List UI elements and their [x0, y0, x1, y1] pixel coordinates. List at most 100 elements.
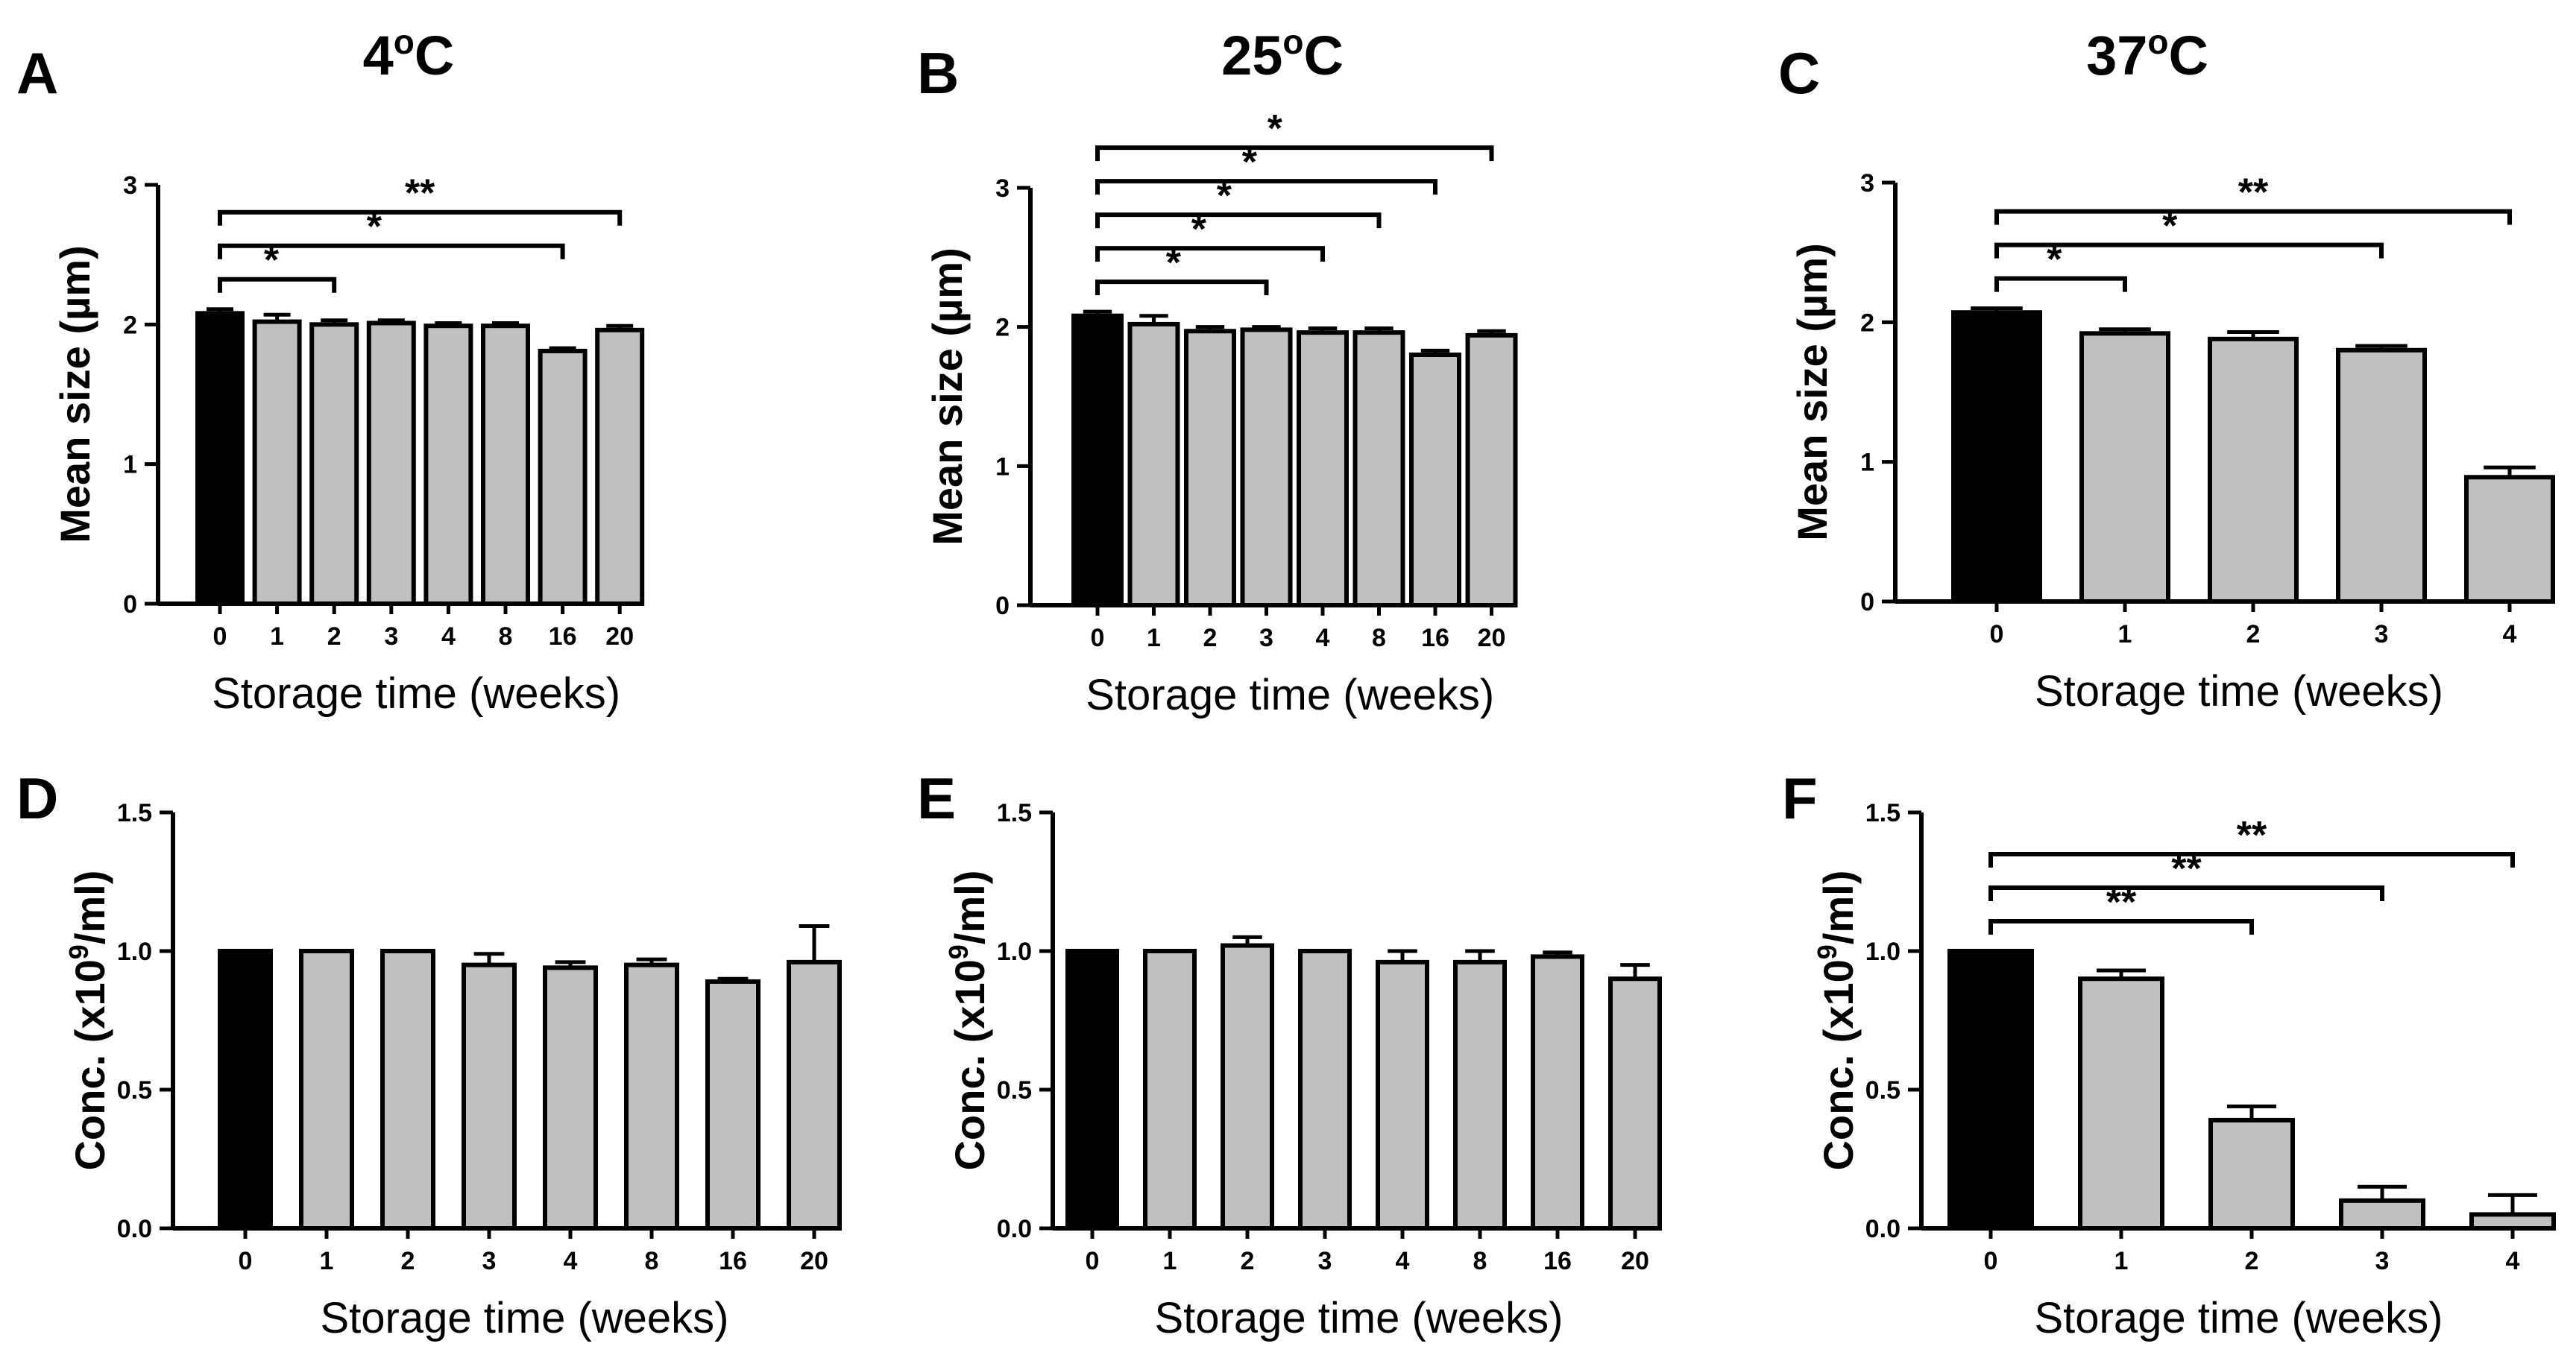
y-label-text: Conc. (x10	[946, 959, 993, 1170]
bar	[1221, 943, 1274, 1231]
y-label-superscript: 9	[943, 944, 974, 959]
title-value: 37	[2086, 25, 2147, 86]
y-tick-label: 3	[123, 171, 137, 200]
significance-bracket	[1988, 852, 2515, 868]
panel-letter: B	[917, 40, 959, 106]
x-tick-label: 8	[499, 622, 513, 651]
x-tick-label: 2	[1241, 1247, 1255, 1275]
significance-bracket	[218, 277, 337, 293]
significance-bracket	[218, 209, 623, 226]
significance-bracket	[1095, 280, 1269, 296]
y-tick-label: 1.5	[997, 799, 1032, 827]
x-tick-label: 4	[441, 622, 456, 651]
y-tick-label: 1	[1860, 449, 1874, 477]
x-tick-label: 0	[213, 622, 227, 651]
bar	[595, 327, 645, 606]
x-tick-label: 1	[270, 622, 284, 651]
significance-label: **	[2237, 814, 2267, 857]
x-tick-label: 4	[1316, 624, 1330, 652]
x-tick-label: 2	[401, 1247, 415, 1275]
x-tick-label: 0	[1984, 1247, 1998, 1275]
y-tick-label: 0.0	[117, 1215, 152, 1243]
bar	[543, 965, 598, 1231]
y-label-text: Mean size (µm)	[51, 245, 98, 543]
x-tick-label: 16	[1421, 624, 1449, 652]
x-tick-label: 1	[2114, 1247, 2129, 1275]
title-unit: C	[2168, 25, 2208, 86]
bar	[2208, 336, 2299, 604]
significance-label: *	[1267, 107, 1283, 151]
bar	[1065, 949, 1119, 1231]
bar	[2464, 475, 2555, 604]
x-tick-label: 1	[1163, 1247, 1177, 1275]
x-axis-label: Storage time (weeks)	[2035, 1294, 2443, 1342]
y-tick-label: 0.5	[997, 1076, 1032, 1105]
y-tick-label: 0.5	[117, 1076, 152, 1105]
x-tick-label: 3	[2375, 620, 2389, 648]
panel-title: 4oC	[363, 22, 455, 86]
y-axis-label: Conc. (x109/ml)	[1812, 871, 1862, 1171]
significance-bracket	[1095, 246, 1325, 262]
bar	[1298, 949, 1352, 1231]
bar	[1240, 327, 1293, 607]
significance-label: *	[1217, 174, 1232, 218]
panel-title: 25oC	[1221, 22, 1344, 86]
y-label-text: Conc. (x10	[66, 959, 113, 1170]
degree-superscript: o	[1282, 22, 1303, 61]
y-axis-label: Mean size (µm)	[924, 247, 971, 545]
y-label-end: /ml)	[66, 871, 113, 945]
panel-d: D 0.0 0.5 1.0 1.5 Conc. (x109/ml) 0 1 2 3 4 8 16 20 St…	[16, 765, 842, 1342]
bar	[1951, 310, 2042, 604]
x-tick-label: 20	[1478, 624, 1506, 652]
x-tick-label: 0	[1091, 624, 1105, 652]
title-value: 25	[1221, 25, 1282, 86]
bar	[1453, 959, 1507, 1231]
x-axis-label: Storage time (weeks)	[1086, 671, 1494, 719]
bar	[252, 319, 302, 606]
x-tick-label: 4	[2506, 1247, 2520, 1275]
y-axis-label: Mean size (µm)	[1789, 243, 1836, 540]
x-tick-label: 0	[1990, 620, 2004, 648]
bar	[1297, 330, 1349, 607]
y-tick-label: 2	[1860, 309, 1874, 337]
y-label-text: Conc. (x10	[1815, 959, 1862, 1170]
y-tick-label: 0.0	[997, 1215, 1032, 1243]
bar	[462, 962, 517, 1231]
bar	[309, 322, 359, 606]
x-tick-label: 16	[1543, 1247, 1572, 1275]
x-tick-label: 2	[2245, 1247, 2259, 1275]
panel-letter: F	[1782, 765, 1818, 831]
y-tick-label: 0.0	[1865, 1215, 1900, 1243]
bar	[1409, 353, 1461, 607]
significance-label: *	[1242, 141, 1258, 184]
bar	[2079, 331, 2170, 604]
panel-b: B 25oC 0 1 2 3 Mean size (µm) 0 1 2 3 4 8 16 20 Storage…	[917, 22, 1518, 719]
x-axis-label: Storage time (weeks)	[321, 1294, 729, 1342]
bar	[195, 311, 245, 606]
bar	[1352, 330, 1405, 607]
bar	[1127, 321, 1180, 607]
y-label-end: /ml)	[946, 871, 993, 945]
bar	[218, 949, 273, 1231]
x-tick-label: 3	[384, 622, 398, 651]
y-tick-label: 0	[123, 590, 137, 619]
y-tick-label: 0.5	[1865, 1076, 1900, 1105]
bar	[481, 323, 530, 606]
x-tick-label: 1	[2118, 620, 2132, 648]
bar	[2208, 1117, 2295, 1231]
title-unit: C	[415, 25, 454, 86]
x-tick-label: 3	[1259, 624, 1273, 652]
bar	[1947, 949, 2034, 1231]
x-tick-label: 3	[482, 1247, 497, 1275]
significance-label: *	[1166, 241, 1182, 285]
y-tick-label: 1.5	[117, 799, 152, 827]
x-tick-label: 4	[2503, 620, 2517, 648]
panel-f: F 0.0 0.5 1.0 1.5 Conc. (x109/ml) 0 1 2 3 4 Storage…	[1782, 765, 2556, 1342]
bar	[1465, 332, 1518, 607]
y-label-superscript: 9	[1812, 944, 1842, 959]
y-axis-label: Conc. (x109/ml)	[943, 871, 993, 1171]
x-tick-label: 8	[1473, 1247, 1487, 1275]
bar	[624, 962, 679, 1231]
x-tick-label: 2	[1203, 624, 1218, 652]
